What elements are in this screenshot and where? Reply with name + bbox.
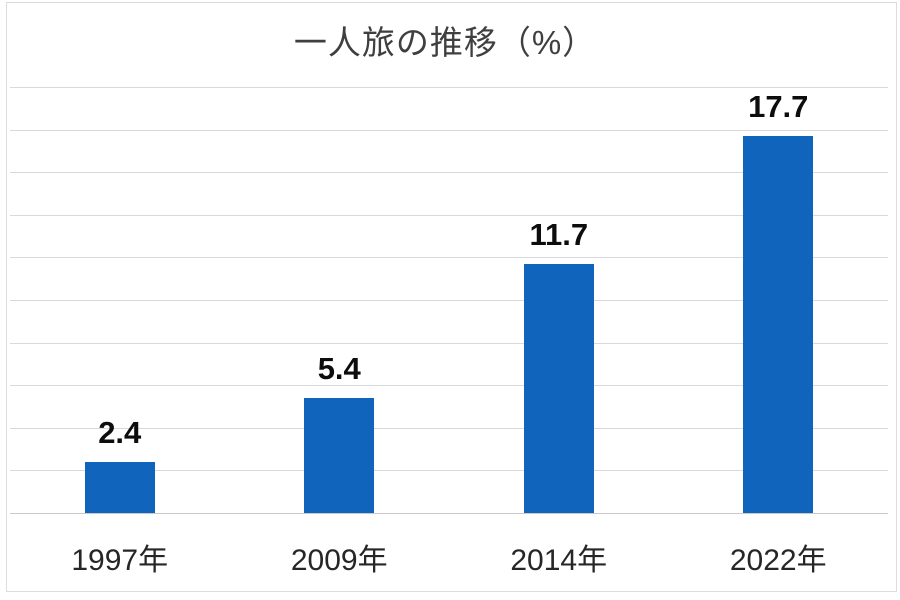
bar [84, 461, 155, 513]
gridline [10, 342, 888, 344]
x-axis-label: 2022年 [729, 544, 827, 577]
gridline [10, 427, 888, 429]
gridline [10, 172, 888, 174]
bar-value-label: 17.7 [748, 89, 809, 124]
x-axis-line [10, 513, 888, 514]
x-axis-label: 2009年 [290, 544, 388, 577]
bar [523, 263, 594, 513]
bar-value-label: 11.7 [529, 216, 589, 252]
bar [304, 397, 375, 513]
x-axis-label: 2014年 [510, 544, 608, 577]
gridline [10, 300, 888, 301]
chart-title: 一人旅の推移（%） [293, 24, 597, 61]
x-axis-label: 1997年 [71, 544, 169, 577]
gridline [10, 129, 888, 131]
plot-area: 2.4 1997年 5.4 2009年 11.7 2014年 17.7 2022年 [10, 87, 888, 576]
bar-value-label: 2.4 [98, 414, 142, 450]
gridline [10, 214, 888, 216]
gridline [10, 87, 888, 88]
gridline [10, 257, 888, 259]
gridline [10, 385, 888, 387]
bar-value-label: 5.4 [317, 350, 361, 386]
bar [743, 136, 814, 513]
gridline [10, 470, 888, 472]
